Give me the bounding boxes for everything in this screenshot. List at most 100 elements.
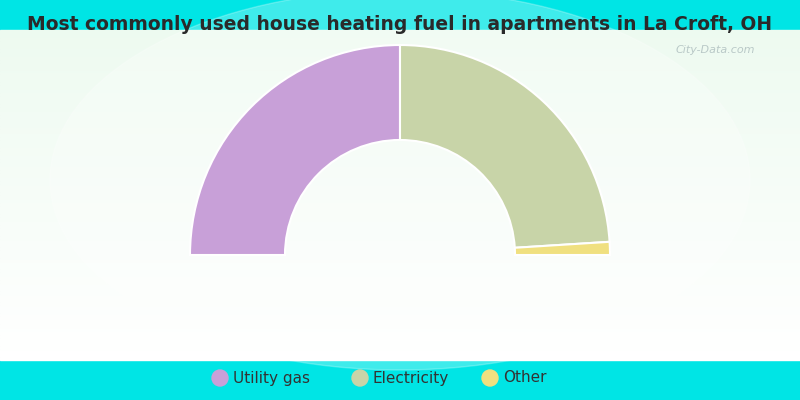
Ellipse shape xyxy=(50,0,750,370)
Text: Most commonly used house heating fuel in apartments in La Croft, OH: Most commonly used house heating fuel in… xyxy=(27,15,773,34)
Bar xyxy=(0,40,800,44)
Bar xyxy=(0,60,800,63)
Bar xyxy=(0,54,800,58)
Bar xyxy=(0,123,800,126)
Bar xyxy=(0,57,800,60)
Bar xyxy=(0,348,800,352)
Bar xyxy=(0,357,800,360)
Bar xyxy=(0,299,800,302)
Bar xyxy=(0,354,800,357)
Bar xyxy=(0,35,800,38)
Bar xyxy=(0,120,800,124)
Bar xyxy=(0,140,800,143)
Bar xyxy=(0,52,800,55)
Bar xyxy=(0,236,800,239)
Bar xyxy=(0,164,800,168)
Bar xyxy=(0,186,800,190)
Bar xyxy=(0,156,800,159)
Bar xyxy=(0,159,800,162)
Bar xyxy=(0,266,800,269)
Bar xyxy=(0,79,800,82)
Bar xyxy=(0,71,800,74)
Bar xyxy=(0,208,800,212)
Bar xyxy=(0,126,800,129)
Bar xyxy=(0,84,800,88)
Bar xyxy=(0,291,800,294)
Bar xyxy=(0,46,800,49)
Bar xyxy=(0,93,800,96)
Bar xyxy=(0,82,800,85)
Bar xyxy=(0,216,800,220)
Bar xyxy=(0,68,800,71)
Bar xyxy=(0,318,800,322)
Bar xyxy=(0,310,800,313)
Bar xyxy=(0,230,800,234)
Bar xyxy=(0,288,800,291)
Bar xyxy=(0,307,800,310)
Bar xyxy=(0,219,800,222)
Bar xyxy=(0,222,800,225)
Bar xyxy=(0,247,800,250)
Bar xyxy=(0,192,800,195)
Bar xyxy=(0,321,800,324)
Bar xyxy=(0,280,800,283)
Bar xyxy=(0,128,800,132)
Bar xyxy=(0,302,800,305)
Bar xyxy=(0,200,800,203)
Bar xyxy=(0,269,800,272)
Circle shape xyxy=(352,370,368,386)
Bar xyxy=(0,304,800,308)
Bar xyxy=(0,351,800,354)
Bar xyxy=(0,233,800,236)
Bar xyxy=(0,109,800,112)
Text: Electricity: Electricity xyxy=(373,370,450,386)
Bar xyxy=(0,175,800,178)
Bar xyxy=(0,343,800,346)
Bar xyxy=(0,74,800,77)
Bar xyxy=(0,181,800,184)
Bar xyxy=(0,153,800,156)
Bar xyxy=(0,263,800,266)
Bar xyxy=(0,134,800,137)
Bar xyxy=(0,238,800,242)
Bar xyxy=(0,178,800,181)
Bar xyxy=(0,172,800,176)
Bar xyxy=(0,101,800,104)
Bar xyxy=(0,225,800,228)
Bar xyxy=(0,112,800,115)
Bar xyxy=(0,43,800,46)
Bar xyxy=(0,167,800,170)
Wedge shape xyxy=(514,242,610,255)
Bar xyxy=(0,150,800,154)
Bar xyxy=(0,189,800,192)
Bar xyxy=(0,329,800,332)
Bar xyxy=(0,90,800,93)
Bar xyxy=(0,98,800,102)
Bar xyxy=(0,115,800,118)
Bar xyxy=(0,170,800,173)
Bar xyxy=(0,282,800,286)
Bar xyxy=(0,274,800,278)
Bar xyxy=(0,206,800,209)
Bar xyxy=(0,38,800,41)
Bar xyxy=(0,244,800,247)
Bar xyxy=(0,250,800,253)
Bar xyxy=(0,338,800,341)
Bar xyxy=(0,211,800,214)
Bar xyxy=(0,184,800,187)
Bar xyxy=(0,197,800,200)
Wedge shape xyxy=(400,45,610,248)
Bar xyxy=(0,203,800,206)
Bar xyxy=(0,214,800,217)
Bar xyxy=(0,194,800,198)
Bar xyxy=(0,62,800,66)
Bar xyxy=(0,326,800,330)
Bar xyxy=(0,32,800,36)
Bar xyxy=(0,162,800,165)
Bar xyxy=(0,258,800,261)
Bar xyxy=(0,76,800,80)
Bar xyxy=(0,324,800,327)
Bar xyxy=(0,145,800,148)
Bar xyxy=(0,332,800,335)
Text: Utility gas: Utility gas xyxy=(233,370,310,386)
